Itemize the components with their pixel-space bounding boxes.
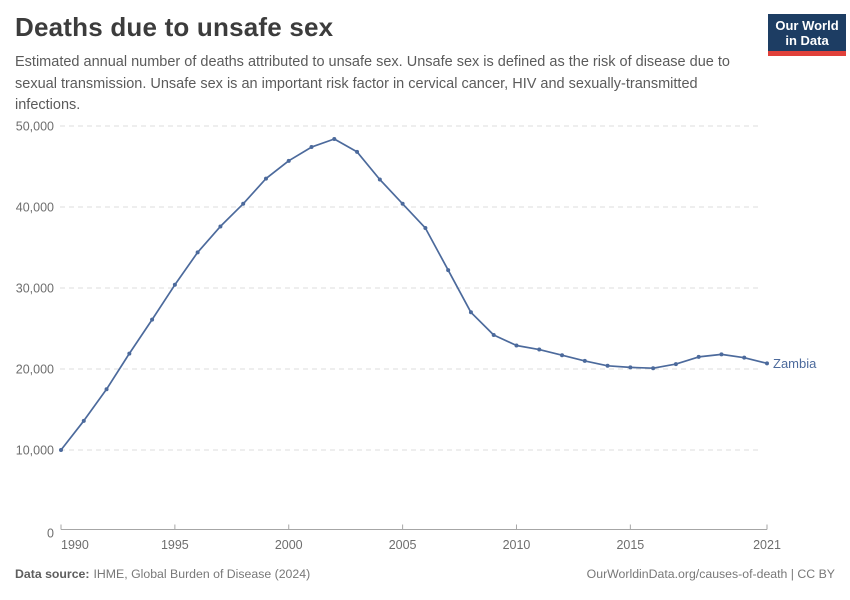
data-point[interactable] [423, 226, 428, 231]
x-axis-tick-label: 2015 [616, 538, 644, 552]
y-axis-tick-label: 0 [47, 527, 54, 541]
x-axis-tick-label: 2021 [753, 538, 781, 552]
y-axis-tick-label: 40,000 [16, 201, 54, 215]
data-point[interactable] [628, 365, 633, 370]
data-point[interactable] [742, 355, 747, 360]
y-axis-tick-label: 20,000 [16, 363, 54, 377]
data-point[interactable] [696, 354, 701, 359]
owid-logo-line1: Our World [775, 18, 839, 33]
data-point[interactable] [172, 282, 177, 287]
y-axis-tick-label: 30,000 [16, 282, 54, 296]
data-point[interactable] [150, 317, 155, 322]
x-axis-tick-label: 2000 [275, 538, 303, 552]
data-point[interactable] [332, 136, 337, 141]
x-axis-tick-label: 2010 [503, 538, 531, 552]
x-axis-tick-label: 1990 [61, 538, 89, 552]
y-axis-tick-label: 10,000 [16, 444, 54, 458]
data-point[interactable] [59, 448, 63, 452]
data-point[interactable] [309, 145, 314, 150]
data-point[interactable] [605, 363, 610, 368]
data-point[interactable] [286, 158, 291, 163]
data-point[interactable] [765, 361, 769, 366]
data-point[interactable] [263, 176, 268, 181]
data-point[interactable] [446, 268, 451, 273]
data-point[interactable] [218, 224, 223, 229]
series-end-label[interactable]: Zambia [773, 356, 817, 371]
data-point[interactable] [560, 353, 565, 358]
page-title: Deaths due to unsafe sex [15, 12, 334, 42]
data-point[interactable] [377, 177, 382, 182]
owid-logo-line2: in Data [785, 33, 829, 48]
data-source: Data source: IHME, Global Burden of Disea… [15, 567, 310, 581]
data-point[interactable] [127, 351, 132, 356]
data-point[interactable] [514, 343, 519, 348]
owid-logo[interactable]: Our World in Data [768, 14, 846, 56]
data-point[interactable] [241, 201, 246, 206]
data-point[interactable] [355, 149, 360, 154]
data-point[interactable] [719, 352, 724, 357]
data-point[interactable] [400, 201, 405, 206]
chart-footer: Data source: IHME, Global Burden of Disea… [15, 567, 835, 581]
data-point[interactable] [195, 250, 200, 255]
data-point[interactable] [468, 310, 473, 315]
data-source-value: IHME, Global Burden of Disease (2024) [93, 567, 311, 581]
x-axis-tick-label: 2005 [389, 538, 417, 552]
data-point[interactable] [491, 332, 496, 337]
x-axis-tick-label: 1995 [161, 538, 189, 552]
data-point[interactable] [81, 418, 86, 423]
data-point[interactable] [104, 387, 109, 392]
data-source-label: Data source: [15, 567, 90, 581]
series-line[interactable] [60, 138, 768, 451]
chart-subtitle: Estimated annual number of deaths attrib… [15, 54, 730, 113]
data-point[interactable] [582, 358, 587, 363]
data-point[interactable] [537, 347, 542, 352]
data-point[interactable] [673, 362, 678, 367]
data-point[interactable] [651, 366, 656, 371]
y-axis-tick-label: 50,000 [16, 120, 54, 134]
credit-link[interactable]: OurWorldinData.org/causes-of-death | CC … [586, 567, 835, 581]
